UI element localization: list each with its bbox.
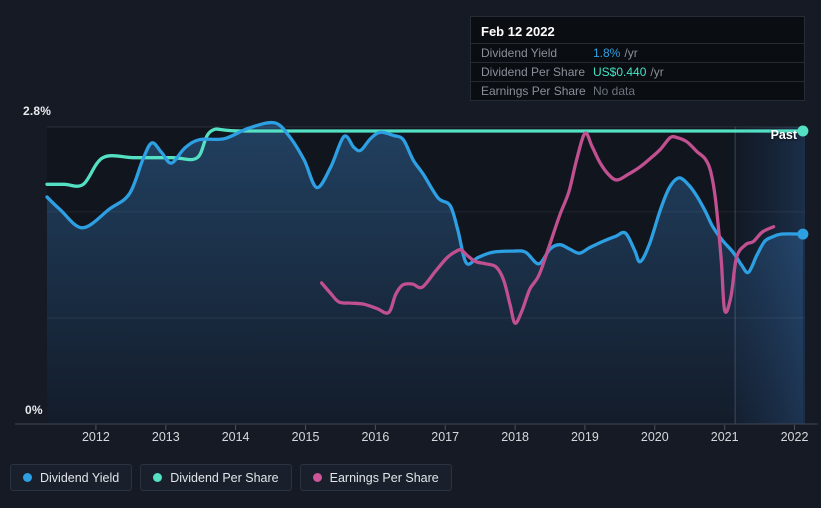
tooltip-label: Earnings Per Share [481,84,586,98]
x-tick-label-2016: 2016 [361,430,390,444]
past-label: Past [770,128,797,142]
legend-item-dividend-yield[interactable]: Dividend Yield [10,464,133,491]
x-tick-label-2022: 2022 [780,430,809,444]
legend-item-earnings-per-share[interactable]: Earnings Per Share [299,464,452,491]
x-tick-label-2018: 2018 [501,430,529,444]
legend-item-dividend-per-share[interactable]: Dividend Per Share [140,464,292,491]
chart-tooltip: Feb 12 2022 Dividend Yield 1.8% /yr Divi… [470,16,805,101]
y-axis-label-max: 2.8% [23,104,52,118]
series-dividend-yield-line [45,120,805,275]
x-tick-label-2013: 2013 [151,430,180,444]
chart-legend: Dividend Yield Dividend Per Share Earnings… [10,464,460,491]
series-dividend-per-share-end-dot [797,125,809,137]
x-tick-label-2012: 2012 [81,430,110,444]
tooltip-value: US$0.440 [593,65,647,79]
tooltip-label: Dividend Yield [481,46,558,60]
tooltip-row-earnings-per-share: Earnings Per Share No data [471,81,804,100]
x-tick-label-2014: 2014 [221,430,250,444]
series-earnings-per-share-line [319,131,776,325]
tooltip-date: Feb 12 2022 [481,24,555,39]
tooltip-value: No data [593,84,636,98]
legend-label: Dividend Per Share [170,470,279,485]
past-period-highlight-band [735,127,805,424]
x-tick-label-2021: 2021 [710,430,739,444]
legend-label: Dividend Yield [40,470,120,485]
tooltip-value: 1.8% [593,46,621,60]
x-tick-label-2017: 2017 [431,430,460,444]
x-tick-label-2019: 2019 [570,430,599,444]
legend-dot [23,473,32,482]
tooltip-row-dividend-yield: Dividend Yield 1.8% /yr [471,43,804,62]
tooltip-row-dividend-per-share: Dividend Per Share US$0.440 /yr [471,62,804,81]
y-axis-label-zero: 0% [25,403,43,417]
legend-dot [312,473,322,482]
series-dividend-yield-end-dot [797,228,809,240]
series-dividend-per-share-line [45,127,805,188]
legend-label: Earnings Per Share [329,470,439,485]
x-tick-label-2020: 2020 [640,430,669,444]
tooltip-label: Dividend Per Share [481,65,586,79]
tooltip-suffix: /yr [624,46,638,60]
legend-dot [153,473,163,482]
tooltip-suffix: /yr [650,65,664,79]
x-tick-label-2015: 2015 [291,430,320,444]
dividend-yield-area-fill [47,122,803,425]
